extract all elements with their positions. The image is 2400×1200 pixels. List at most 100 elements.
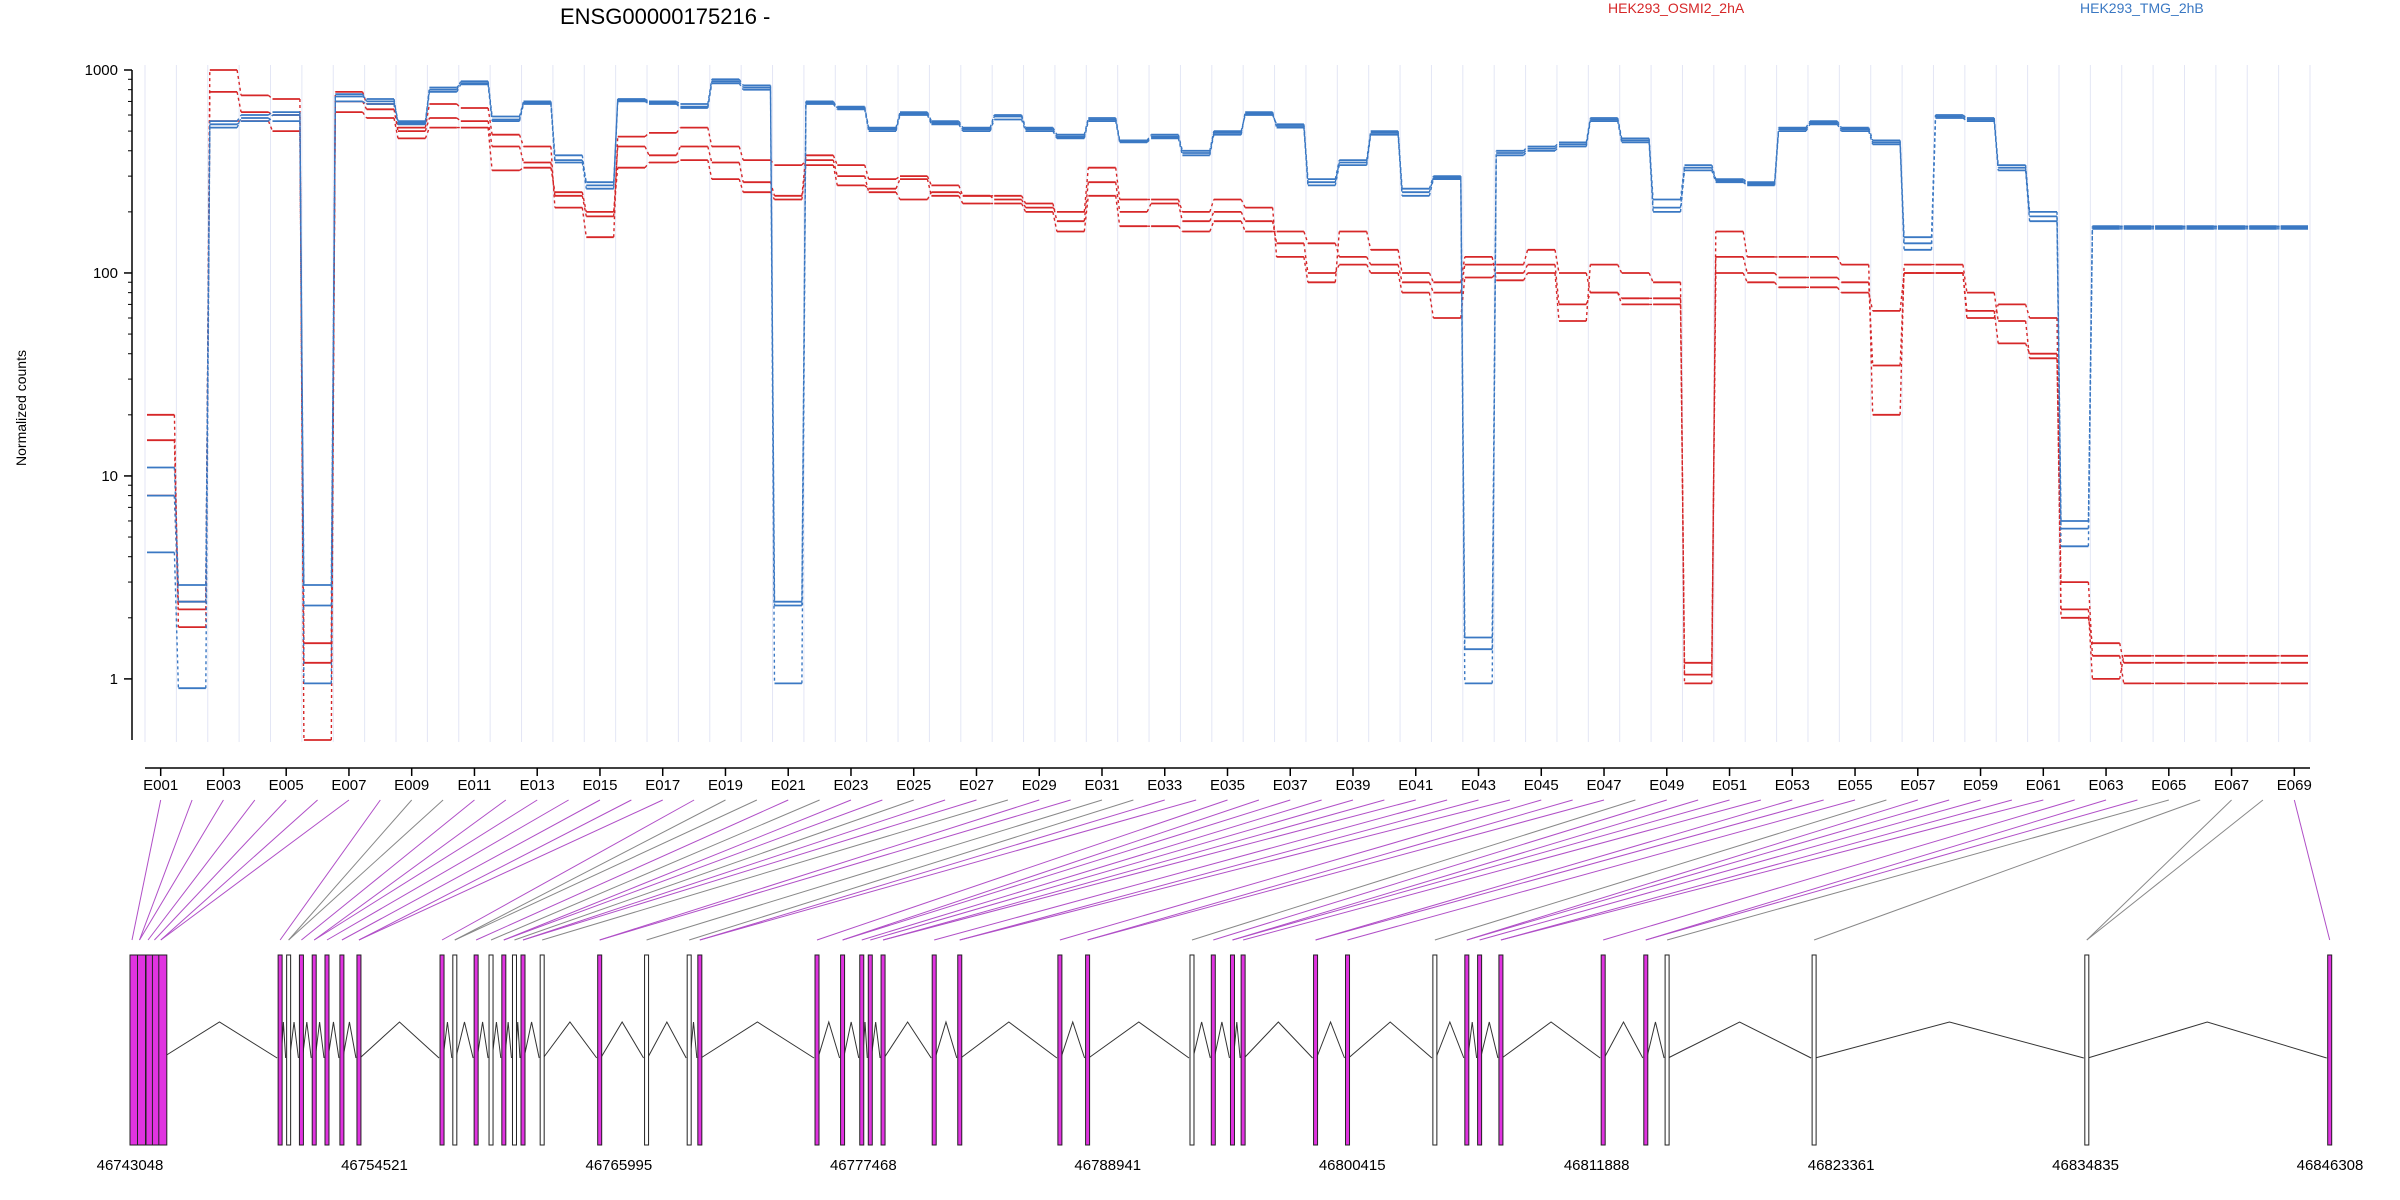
- exon-connector-line: [147, 799, 256, 941]
- exon-block: [158, 954, 168, 1146]
- exon-connector-line: [1666, 799, 2169, 941]
- x-tick-label: E055: [1838, 777, 1873, 794]
- exon-connector-line: [1315, 799, 1793, 941]
- x-tick-label: E027: [959, 777, 994, 794]
- exon-block: [356, 954, 362, 1146]
- gene-coordinate-label: 46846308: [2297, 1157, 2364, 1174]
- exon-connector-line: [1059, 799, 1542, 941]
- x-tick-label: E061: [2026, 777, 2061, 794]
- x-tick-label: E017: [645, 777, 680, 794]
- intron-line: [1814, 1021, 2084, 1059]
- intron-line: [455, 1021, 474, 1059]
- x-tick-label: E023: [833, 777, 868, 794]
- exon-block: [597, 954, 603, 1146]
- x-tick-label: E005: [269, 777, 304, 794]
- x-tick-label: E009: [394, 777, 429, 794]
- intron-line: [1060, 1020, 1086, 1059]
- x-tick-label: E035: [1210, 777, 1245, 794]
- exon-connector-line: [689, 799, 1134, 941]
- exon-connector-line: [1213, 799, 1667, 941]
- exon-block: [129, 954, 139, 1146]
- x-tick-label: E063: [2089, 777, 2124, 794]
- exon-connector-line: [542, 799, 1009, 941]
- exon-block: [339, 954, 345, 1146]
- exon-block: [1498, 954, 1504, 1146]
- exon-connector-line: [1603, 799, 2075, 941]
- exon-block: [1600, 954, 1606, 1146]
- exon-block: [439, 954, 445, 1146]
- exon-connector-line: [1087, 799, 1573, 941]
- intron-line: [1348, 1021, 1433, 1059]
- exon-connector-line: [139, 799, 224, 941]
- x-tick-label: E051: [1712, 777, 1747, 794]
- exon-connector-line: [454, 799, 726, 941]
- series-2-rep-3-line: [147, 80, 2308, 651]
- exon-connector-line: [842, 799, 1291, 941]
- exon-connector-line: [1242, 799, 1762, 941]
- x-tick-label: E041: [1398, 777, 1433, 794]
- intron-line: [342, 1021, 357, 1059]
- x-tick-label: E001: [143, 777, 178, 794]
- x-tick-label: E021: [771, 777, 806, 794]
- y-axis-label: Normalized counts: [13, 350, 29, 466]
- exon-block: [840, 954, 846, 1146]
- intron-line: [1603, 1020, 1644, 1059]
- exon-connector-line: [358, 799, 632, 941]
- exon-block: [1643, 954, 1649, 1146]
- count-lines: [147, 69, 2308, 741]
- intron-line: [700, 1021, 815, 1059]
- exon-connector-line: [934, 799, 1448, 941]
- exon-connector-line: [514, 799, 914, 941]
- exon-block: [859, 954, 865, 1146]
- x-tick-label: E029: [1022, 777, 1057, 794]
- exon-connector-line: [816, 799, 1228, 941]
- exon-block: [1057, 954, 1063, 1146]
- x-tick-label: E039: [1335, 777, 1370, 794]
- exon-block: [686, 954, 692, 1146]
- exon-connector-line: [882, 799, 1416, 941]
- x-tick-label: E053: [1775, 777, 1810, 794]
- exon-block: [1085, 954, 1091, 1146]
- exon-block: [539, 954, 545, 1146]
- exon-connector-line: [288, 799, 413, 941]
- exon-connector-line: [1813, 799, 2201, 941]
- x-tick-label: E013: [520, 777, 555, 794]
- exon-connector-line: [1232, 799, 1730, 941]
- exon-connector-line: [139, 799, 193, 941]
- chart-title: ENSG00000175216 -: [560, 4, 770, 29]
- exon-connector-line: [358, 799, 663, 941]
- intron-line: [1646, 1021, 1665, 1059]
- x-tick-label: E067: [2214, 777, 2249, 794]
- gene-coordinate-label: 46788941: [1074, 1157, 1141, 1174]
- exon-connector-line: [1645, 799, 2107, 941]
- exon-connector-line: [959, 799, 1511, 941]
- intron-line: [960, 1021, 1058, 1059]
- exon-block: [488, 954, 494, 1146]
- x-tick-label: E031: [1084, 777, 1119, 794]
- gene-coordinate-label: 46823361: [1808, 1157, 1875, 1174]
- exon-connector-line: [288, 799, 444, 941]
- intron-line: [1088, 1021, 1190, 1059]
- exon-connector-line: [842, 799, 1260, 941]
- gene-coordinate-label: 46811888: [1564, 1157, 1630, 1174]
- exon-block: [1477, 954, 1483, 1146]
- x-tick-label: E045: [1524, 777, 1559, 794]
- y-tick-label: 1: [110, 671, 118, 688]
- series-1-rep-3-connector: [173, 111, 2281, 664]
- exon-connector-line: [1645, 799, 2138, 941]
- exon-connector-line: [490, 799, 820, 941]
- exon-block: [814, 954, 820, 1146]
- exon-connector-line: [2086, 799, 2264, 941]
- series-2-rep-3-connector: [173, 80, 2281, 650]
- exon-connector-line: [861, 799, 1322, 941]
- exon-block: [1229, 954, 1235, 1146]
- intron-line: [161, 1021, 278, 1059]
- exon-connector-line: [599, 799, 1040, 941]
- intron-line: [2087, 1021, 2327, 1059]
- exon-connector-line: [301, 799, 475, 941]
- x-tick-label: E037: [1273, 777, 1308, 794]
- exon-block: [1432, 954, 1438, 1146]
- exon-connector-line: [522, 799, 977, 941]
- x-tick-label: E033: [1147, 777, 1182, 794]
